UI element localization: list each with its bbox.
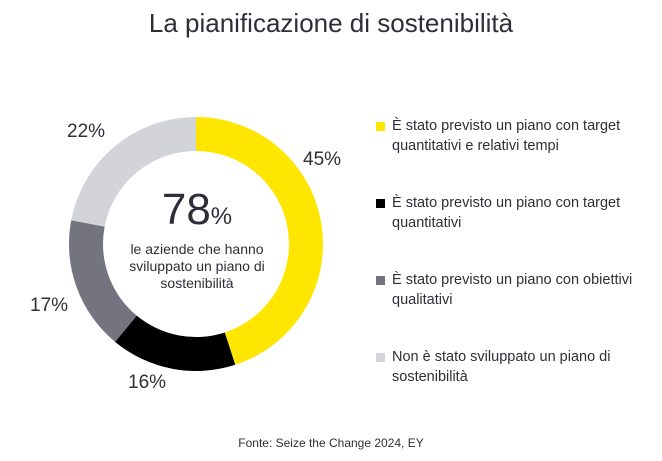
slice-label-0: 45% bbox=[303, 149, 342, 170]
center-unit: % bbox=[210, 203, 233, 230]
legend-item: È stato previsto un piano con target qua… bbox=[376, 193, 656, 270]
slice-label-3: 22% bbox=[67, 121, 106, 142]
legend-item: È stato previsto un piano con obiettivi … bbox=[376, 270, 656, 347]
donut-slice-2 bbox=[69, 220, 137, 342]
legend-label: È stato previsto un piano con obiettivi … bbox=[392, 272, 633, 308]
donut-slice-3 bbox=[71, 117, 196, 227]
slice-label-1: 16% bbox=[128, 372, 167, 393]
legend-label: È stato previsto un piano con target qua… bbox=[392, 118, 621, 154]
center-value: 78% bbox=[112, 188, 282, 232]
legend-label: Non è stato sviluppato un piano di soste… bbox=[392, 349, 611, 385]
legend: È stato previsto un piano con target qua… bbox=[376, 116, 656, 424]
legend-item: È stato previsto un piano con target qua… bbox=[376, 116, 656, 193]
center-number: 78 bbox=[161, 185, 211, 234]
legend-swatch bbox=[376, 353, 385, 362]
legend-label: È stato previsto un piano con target qua… bbox=[392, 195, 621, 231]
source-note: Fonte: Seize the Change 2024, EY bbox=[238, 436, 424, 450]
slice-label-2: 17% bbox=[30, 295, 69, 316]
chart-title: La pianificazione di sostenibilità bbox=[148, 8, 514, 38]
donut-slice-1 bbox=[115, 315, 236, 372]
legend-swatch bbox=[376, 199, 385, 208]
legend-item: Non è stato sviluppato un piano di soste… bbox=[376, 347, 656, 424]
donut-slice-0 bbox=[196, 117, 323, 365]
legend-swatch bbox=[376, 276, 385, 285]
legend-swatch bbox=[376, 122, 385, 131]
center-caption: le aziende che hanno sviluppato un piano… bbox=[129, 241, 265, 291]
